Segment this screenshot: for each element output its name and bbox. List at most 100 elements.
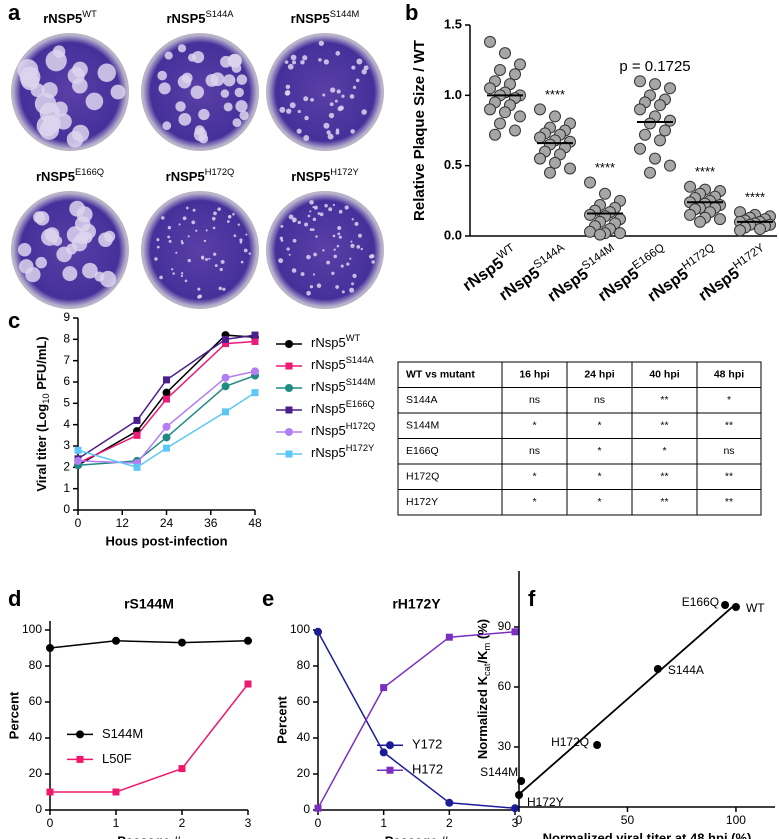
plaque bbox=[178, 112, 192, 126]
table-cell bbox=[696, 489, 762, 516]
plaque bbox=[195, 229, 198, 232]
point bbox=[694, 215, 706, 228]
point bbox=[664, 159, 676, 172]
plaque bbox=[355, 78, 360, 83]
text-part: S144A bbox=[532, 242, 567, 272]
series-line bbox=[49, 640, 249, 649]
plaque bbox=[322, 93, 326, 97]
plaque bbox=[192, 208, 196, 212]
plaque bbox=[288, 253, 291, 256]
plaque bbox=[300, 60, 305, 65]
marker bbox=[511, 804, 519, 813]
marker bbox=[251, 331, 259, 339]
marker bbox=[112, 788, 120, 796]
text-part: S144M bbox=[580, 242, 617, 273]
plaque bbox=[180, 274, 184, 277]
x-tick-label: 0 bbox=[75, 516, 82, 530]
marker bbox=[163, 444, 170, 452]
point bbox=[584, 225, 596, 238]
point bbox=[734, 224, 746, 237]
plaque bbox=[292, 238, 297, 243]
point-label: H172Y bbox=[527, 795, 564, 809]
legend-marker bbox=[285, 340, 293, 348]
point bbox=[584, 176, 596, 189]
annotation: **** bbox=[745, 190, 765, 205]
point bbox=[484, 82, 496, 95]
y-tick-label: 0.0 bbox=[444, 227, 462, 242]
text-part: rNSP5 bbox=[166, 169, 205, 184]
plaque bbox=[187, 235, 190, 238]
text-part: WT bbox=[346, 333, 361, 343]
point bbox=[584, 208, 596, 221]
plaque bbox=[197, 287, 201, 291]
plaque bbox=[72, 77, 88, 94]
plaque bbox=[278, 258, 284, 264]
chart-title: rS144M bbox=[124, 596, 174, 612]
plaque bbox=[361, 69, 367, 75]
text-part: rNsp5 bbox=[595, 265, 642, 305]
plaque bbox=[309, 285, 314, 289]
plaque bbox=[361, 109, 367, 115]
legend-label: rNsp5S144A bbox=[311, 355, 375, 372]
legend-label: rNsp5S144M bbox=[311, 377, 376, 394]
marker bbox=[314, 627, 322, 636]
plaque bbox=[300, 272, 305, 276]
plaque bbox=[211, 216, 216, 221]
x-tick-label: 12 bbox=[116, 516, 130, 530]
point-label: H172Q bbox=[551, 735, 589, 749]
table-header: 48 hpi bbox=[714, 369, 744, 381]
plaque-label: rNSP5H172Q bbox=[166, 167, 235, 184]
plaque bbox=[313, 252, 317, 257]
table-header: 40 hpi bbox=[649, 369, 679, 381]
plaque bbox=[292, 220, 295, 223]
plaque bbox=[349, 94, 355, 99]
plaque bbox=[217, 207, 221, 211]
plaque bbox=[167, 226, 172, 230]
point bbox=[494, 64, 506, 77]
plaque bbox=[350, 243, 355, 249]
table-value: * bbox=[597, 496, 601, 508]
legend-label: L50F bbox=[102, 751, 132, 766]
legend-marker bbox=[285, 362, 293, 370]
point bbox=[639, 128, 651, 141]
plaque bbox=[97, 63, 116, 82]
text-part: rNsp5 bbox=[311, 357, 346, 372]
plaque bbox=[156, 245, 160, 249]
panel-label: a bbox=[8, 0, 21, 25]
plaque bbox=[223, 74, 236, 87]
text-part: S144M bbox=[346, 377, 376, 387]
x-tick-label: 48 bbox=[248, 516, 262, 530]
plaque bbox=[309, 210, 312, 213]
plaque bbox=[297, 220, 301, 225]
y-tick-label: 80 bbox=[297, 658, 311, 672]
x-tick-label: 36 bbox=[204, 516, 218, 530]
plaque-label: rNSP5H172Y bbox=[291, 167, 359, 184]
legend-label: Y172 bbox=[412, 737, 442, 752]
plaque bbox=[327, 133, 334, 140]
plaque bbox=[159, 275, 163, 280]
table-value: ns bbox=[723, 445, 734, 457]
plaque-dish bbox=[266, 191, 384, 309]
table-value: H172Y bbox=[406, 496, 438, 508]
plaque bbox=[363, 65, 369, 71]
plaque bbox=[188, 53, 197, 62]
point-label: E166Q bbox=[682, 595, 719, 609]
x-tick-label: 0 bbox=[47, 816, 54, 830]
plaque bbox=[44, 227, 60, 242]
marker bbox=[178, 765, 186, 773]
table-cell bbox=[631, 438, 698, 465]
marker bbox=[46, 644, 54, 652]
plaque bbox=[191, 220, 196, 225]
table-value: S144M bbox=[406, 420, 439, 432]
fit-line bbox=[518, 603, 737, 796]
y-tick-label: 1.0 bbox=[444, 87, 462, 102]
plaque bbox=[237, 223, 240, 226]
y-tick-label: 60 bbox=[498, 679, 512, 693]
point bbox=[494, 117, 506, 130]
point bbox=[534, 152, 546, 165]
plaque bbox=[339, 105, 344, 111]
y-tick-label: 40 bbox=[29, 730, 43, 744]
table-cell bbox=[501, 438, 568, 465]
marker bbox=[445, 798, 454, 807]
